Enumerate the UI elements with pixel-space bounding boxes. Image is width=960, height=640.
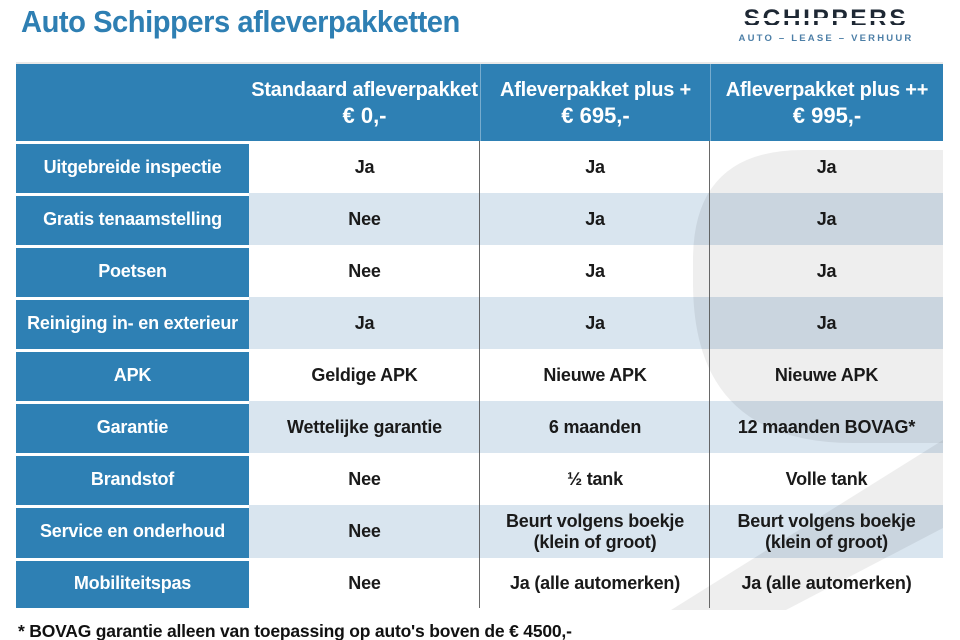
brand-logo-tagline: AUTO – LEASE – VERHUUR: [736, 33, 916, 44]
package-value-cell: Wettelijke garantie: [249, 401, 480, 453]
package-value-cell: Ja: [480, 297, 710, 349]
feature-label: APK: [16, 349, 249, 401]
feature-label: Brandstof: [16, 453, 249, 505]
package-comparison-table: Standaard afleverpakket € 0,- Afleverpakke…: [16, 62, 943, 610]
table-body: Uitgebreide inspectie Ja Ja Ja Gratis tenaam…: [16, 141, 943, 610]
package-value-cell: Beurt volgens boekje (klein of groot): [480, 505, 710, 558]
package-value-cell: Nee: [249, 245, 480, 297]
feature-label: Garantie: [16, 401, 249, 453]
feature-label: Poetsen: [16, 245, 249, 297]
package-value-cell: Nee: [249, 193, 480, 245]
package-value-cell: Ja: [480, 141, 710, 193]
package-value-cell: ½ tank: [480, 453, 710, 505]
package-value-cell: Ja: [249, 141, 480, 193]
package-value-cell: Geldige APK: [249, 349, 480, 401]
header-cell-package: Afleverpakket plus + € 695,-: [480, 64, 710, 141]
top-bar: Auto Schippers afleverpakketten SCHIPPER…: [0, 0, 960, 62]
package-value-cell: Ja: [480, 193, 710, 245]
package-value-cell: Nee: [249, 453, 480, 505]
package-value-cell: 6 maanden: [480, 401, 710, 453]
feature-label: Service en onderhoud: [16, 505, 249, 558]
logo-stripe-decoration: [732, 25, 920, 28]
header-cell-package: Afleverpakket plus ++ € 995,-: [710, 64, 943, 141]
table-header-row: Standaard afleverpakket € 0,- Afleverpakke…: [16, 64, 943, 141]
package-value-cell: Nee: [249, 505, 480, 558]
package-name: Afleverpakket plus ++: [725, 78, 929, 101]
package-value-cell: Ja: [710, 297, 943, 349]
package-value-cell: Ja: [710, 245, 943, 297]
package-value-cell: Ja: [480, 245, 710, 297]
package-price: € 995,-: [792, 102, 862, 128]
package-value-cell: Beurt volgens boekje (klein of groot): [710, 505, 943, 558]
package-value-cell: Nieuwe APK: [480, 349, 710, 401]
tagline-text: AUTO – LEASE – VERHUUR: [738, 33, 914, 44]
package-value-cell: 12 maanden BOVAG*: [710, 401, 943, 453]
package-value-cell: Ja (alle automerken): [710, 558, 943, 608]
package-value-cell: Ja: [249, 297, 480, 349]
page-title: Auto Schippers afleverpakketten: [21, 4, 460, 39]
package-name: Standaard afleverpakket: [251, 78, 478, 101]
brand-logo: SCHIPPERS AUTO – LEASE – VERHUUR: [732, 6, 920, 44]
feature-label: Uitgebreide inspectie: [16, 141, 249, 193]
feature-label: Reiniging in- en exterieur: [16, 297, 249, 349]
package-value-cell: Ja: [710, 141, 943, 193]
bovag-footnote: * BOVAG garantie alleen van toepassing o…: [18, 621, 572, 640]
package-price: € 695,-: [561, 102, 630, 128]
package-value-cell: Ja: [710, 193, 943, 245]
package-value-cell: Volle tank: [710, 453, 943, 505]
package-value-cell: Nieuwe APK: [710, 349, 943, 401]
logo-stripe-decoration: [732, 18, 920, 21]
package-value-cell: Nee: [249, 558, 480, 608]
package-name: Afleverpakket plus +: [499, 78, 692, 101]
package-value-cell: Ja (alle automerken): [480, 558, 710, 608]
feature-label: Mobiliteitspas: [16, 558, 249, 608]
package-price: € 0,-: [342, 102, 387, 128]
header-cell-package: Standaard afleverpakket € 0,-: [249, 64, 480, 141]
column-divider: [709, 141, 710, 608]
header-cell-empty: [16, 64, 249, 141]
feature-label: Gratis tenaamstelling: [16, 193, 249, 245]
column-divider: [479, 141, 480, 608]
